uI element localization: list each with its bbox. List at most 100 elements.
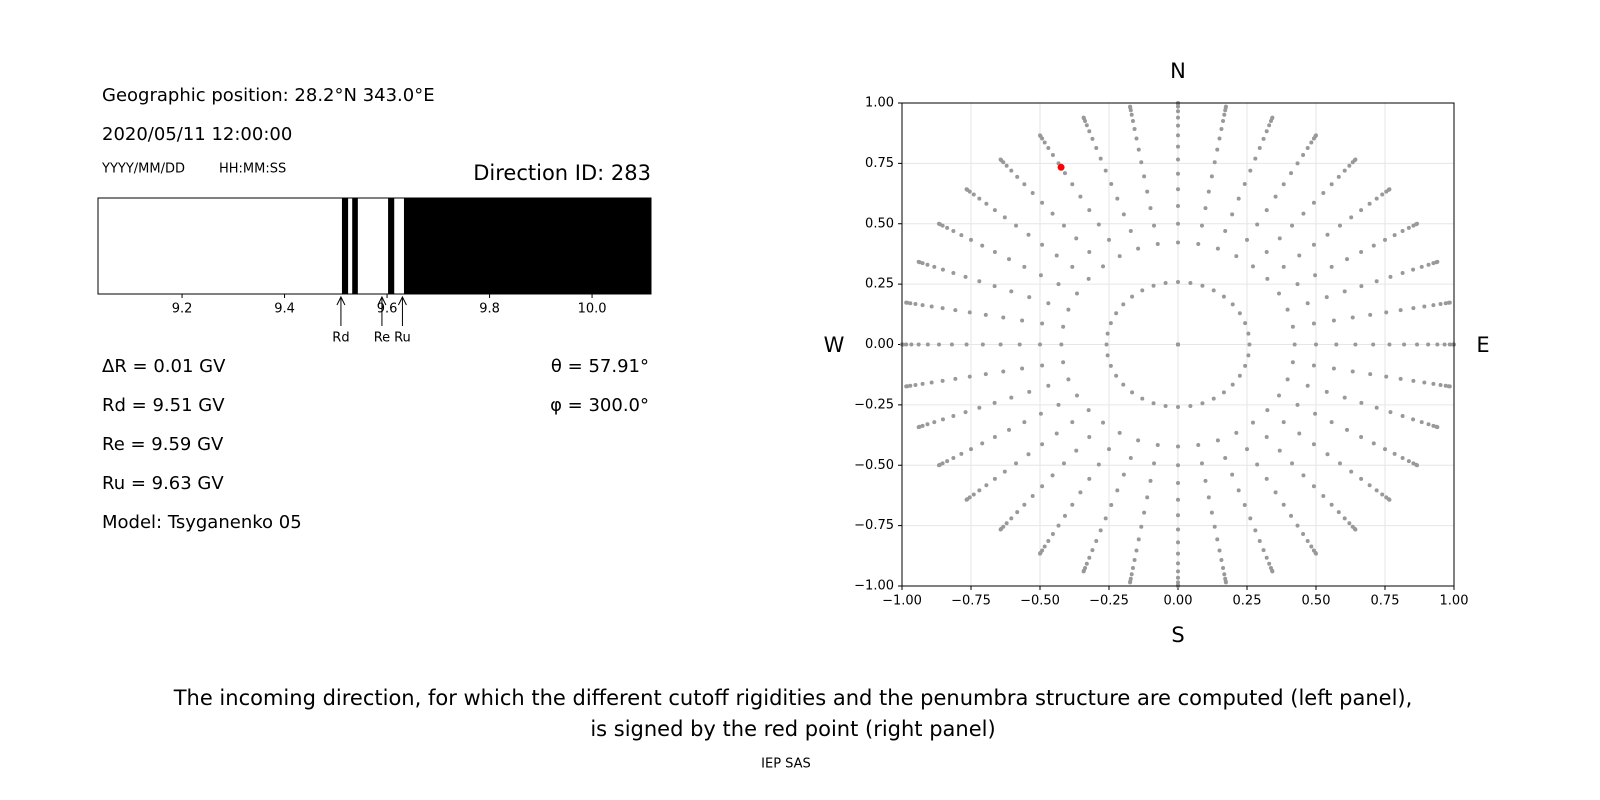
direction-point	[1329, 264, 1334, 269]
direction-point	[1297, 253, 1302, 258]
penumbra-band	[388, 198, 395, 294]
direction-point	[920, 303, 925, 308]
direction-point	[1277, 448, 1282, 453]
direction-point	[1265, 408, 1270, 413]
direction-point	[1301, 152, 1306, 157]
direction-point	[925, 262, 930, 267]
y-tick-label: −1.00	[854, 579, 894, 594]
direction-point	[1215, 246, 1220, 251]
direction-point	[992, 250, 997, 255]
direction-point	[1046, 145, 1051, 150]
direction-point	[1176, 240, 1180, 245]
direction-point	[1074, 236, 1079, 241]
direction-point	[980, 342, 985, 347]
direction-point	[1188, 280, 1193, 285]
direction-point	[1017, 342, 1022, 347]
direction-point	[1176, 497, 1180, 502]
direction-point	[1022, 182, 1027, 187]
direction-point	[929, 304, 934, 309]
direction-point	[1196, 443, 1201, 448]
direction-point	[1136, 246, 1141, 251]
direction-point	[983, 312, 988, 317]
direction-point	[1342, 168, 1347, 173]
direction-point	[1026, 452, 1031, 457]
direction-point	[1176, 171, 1180, 176]
direction-point	[1359, 284, 1364, 289]
direction-point	[1128, 455, 1133, 460]
direction-point	[1114, 373, 1119, 378]
direction-point	[1129, 112, 1134, 117]
direction-point	[940, 306, 945, 311]
direction-point	[1305, 145, 1310, 150]
direction-point	[1176, 144, 1180, 149]
direction-point	[998, 342, 1003, 347]
direction-point	[1350, 369, 1355, 374]
direction-point	[1020, 366, 1025, 371]
direction-point	[1009, 516, 1014, 521]
direction-point	[977, 196, 982, 201]
axes-frame	[901, 102, 1455, 587]
direction-point	[1040, 200, 1045, 205]
direction-point	[992, 476, 997, 481]
direction-point	[1050, 473, 1055, 478]
direction-point	[1243, 321, 1248, 326]
direction-point	[1221, 294, 1226, 299]
direction-point	[1426, 342, 1431, 347]
direction-point	[1176, 157, 1180, 162]
direction-point	[1290, 223, 1295, 228]
direction-point	[1121, 472, 1126, 477]
direction-point	[1176, 342, 1180, 347]
direction-point	[977, 405, 982, 410]
direction-point	[1096, 462, 1101, 467]
direction-point	[1243, 363, 1248, 368]
compass-s: S	[1171, 623, 1184, 647]
direction-point	[1374, 405, 1379, 410]
direction-point	[908, 301, 913, 306]
direction-point	[920, 381, 925, 386]
y-tick-label: 0.50	[865, 216, 894, 231]
direction-point	[940, 417, 945, 422]
direction-point	[1447, 342, 1452, 347]
direction-point	[1062, 513, 1067, 518]
x-tick-label: 9.2	[172, 302, 193, 317]
direction-point	[1101, 420, 1106, 425]
direction-point	[1022, 502, 1027, 507]
direction-point	[1431, 303, 1436, 308]
direction-point	[1422, 304, 1427, 309]
direction-point	[1176, 123, 1180, 128]
direction-point	[1383, 447, 1387, 452]
direction-point	[1295, 282, 1300, 287]
direction-point	[1264, 250, 1269, 255]
direction-point	[1435, 425, 1440, 430]
direction-point	[1132, 126, 1137, 131]
direction-point	[1054, 431, 1059, 436]
direction-point	[1426, 422, 1431, 427]
selected-point	[1057, 163, 1065, 171]
direction-point	[1176, 463, 1180, 468]
direction-point	[1040, 242, 1045, 247]
direction-point	[1215, 537, 1220, 542]
direction-point	[1311, 363, 1316, 368]
direction-point	[1234, 430, 1239, 435]
direction-point	[1253, 528, 1258, 533]
direction-point	[1295, 402, 1300, 407]
direction-point	[1255, 222, 1260, 227]
direction-point	[1329, 502, 1334, 507]
direction-point	[1040, 442, 1045, 447]
direction-point	[1176, 187, 1180, 192]
direction-point	[1107, 447, 1111, 452]
bar-frame	[97, 197, 652, 295]
direction-point	[1311, 200, 1316, 205]
direction-point	[1145, 189, 1150, 194]
arrow-head	[397, 295, 407, 306]
direction-point	[1242, 182, 1247, 187]
direction-point	[936, 221, 941, 226]
direction-point	[951, 414, 956, 419]
direction-point	[953, 376, 958, 381]
direction-point	[1392, 233, 1397, 238]
direction-point	[1313, 411, 1318, 416]
x-tick-label: 0.50	[1302, 594, 1331, 609]
direction-point	[1114, 311, 1119, 316]
direction-point	[1098, 528, 1103, 533]
